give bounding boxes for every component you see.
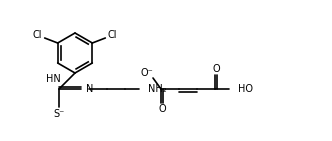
Text: HN: HN [46,74,61,84]
Text: HO: HO [238,84,253,94]
Text: O: O [158,104,166,114]
Text: Cl: Cl [108,30,117,40]
Text: N: N [86,84,93,94]
Text: S⁻: S⁻ [53,109,65,119]
Text: O⁻: O⁻ [141,68,153,78]
Text: NH₂: NH₂ [148,84,167,94]
Text: Cl: Cl [33,30,42,40]
Text: O: O [212,64,220,74]
